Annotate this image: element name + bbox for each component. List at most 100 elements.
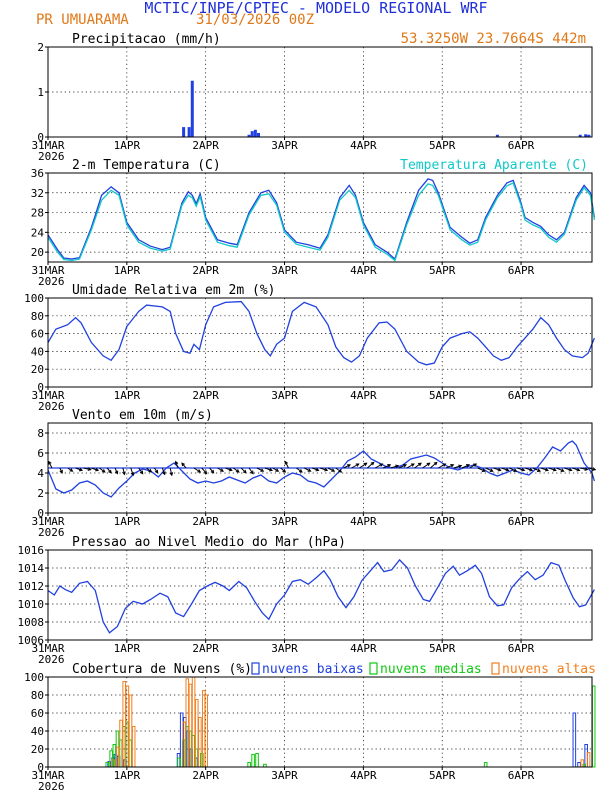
cloud-bar-nuvens-baixas bbox=[572, 712, 577, 768]
ytick-label: 8 bbox=[37, 427, 44, 440]
xtick-sublabel: 2026 bbox=[38, 400, 65, 413]
cloud-bar-nuvens-baixas bbox=[577, 762, 581, 768]
wind-arrow-head bbox=[162, 471, 166, 476]
ytick-label: 28 bbox=[31, 207, 44, 220]
precip-bar bbox=[257, 132, 261, 137]
wind-arrow-head bbox=[108, 469, 112, 474]
wind-arrow bbox=[225, 467, 232, 471]
wind-arrow bbox=[548, 467, 556, 471]
ytick-label: 1016 bbox=[18, 544, 45, 557]
wind-arrow-head bbox=[568, 467, 573, 472]
wind-arrow-head bbox=[521, 467, 526, 472]
legend-swatch-nuvens-medias bbox=[369, 662, 378, 675]
ytick-label: 1010 bbox=[18, 598, 45, 611]
wind-arrow bbox=[430, 462, 438, 469]
wind-arrow bbox=[406, 463, 415, 469]
wind-arrow-head bbox=[78, 467, 83, 472]
wind-arrow-head bbox=[592, 467, 597, 471]
panel-frame bbox=[47, 422, 593, 514]
wind-arrow bbox=[284, 461, 289, 469]
wind-arrow-head bbox=[450, 464, 455, 468]
xtick-label: 3APR bbox=[271, 769, 298, 782]
wind-arrow bbox=[319, 467, 328, 471]
wind-arrow bbox=[193, 467, 201, 473]
wind-arrow bbox=[509, 467, 517, 472]
xtick-label: 1APR bbox=[114, 769, 141, 782]
xtick-label: 3APR bbox=[271, 389, 298, 402]
ytick-label: 0 bbox=[37, 507, 44, 520]
wind-arrow-head bbox=[584, 467, 589, 471]
cloud-bar-nuvens-medias bbox=[255, 753, 259, 768]
xtick-sublabel: 2026 bbox=[38, 653, 65, 666]
wind-arrow-head bbox=[338, 469, 343, 473]
legend-nuvens-altas: nuvens altas bbox=[502, 662, 596, 677]
ytick-label: 80 bbox=[31, 310, 44, 323]
cloud-bar-nuvens-altas bbox=[128, 694, 133, 768]
ytick-label: 2 bbox=[37, 41, 44, 54]
precip-bar bbox=[250, 131, 254, 137]
wind-arrow bbox=[469, 463, 477, 469]
wind-arrow-head bbox=[410, 463, 415, 467]
wind-arrow-head bbox=[489, 468, 494, 472]
wind-arrow bbox=[572, 467, 580, 471]
cloud-bar-nuvens-altas bbox=[204, 694, 209, 768]
wind-arrow-head bbox=[181, 462, 185, 467]
wind-arrow-head bbox=[197, 469, 202, 473]
xtick-label: 31MAR bbox=[31, 769, 64, 782]
cloud-bar-nuvens-medias bbox=[247, 762, 251, 768]
ytick-label: 6 bbox=[37, 447, 44, 460]
wind-arrow bbox=[311, 467, 319, 471]
ytick-label: 1008 bbox=[18, 616, 45, 629]
xtick-sublabel: 2026 bbox=[38, 780, 65, 792]
series-line-1 bbox=[47, 178, 596, 261]
series-line-1 bbox=[47, 558, 595, 634]
wind-arrow-head bbox=[442, 463, 447, 467]
wind-arrow bbox=[175, 461, 179, 469]
panel-frame bbox=[47, 297, 593, 388]
ytick-label: 100 bbox=[24, 671, 44, 684]
wind-arrow bbox=[501, 467, 509, 471]
ytick-label: 24 bbox=[31, 226, 45, 239]
xtick-label: 5APR bbox=[429, 139, 456, 152]
series-line-2 bbox=[47, 182, 596, 262]
wind-arrow-head bbox=[347, 464, 351, 468]
cloud-bar-nuvens-altas bbox=[122, 681, 127, 768]
ytick-label: 40 bbox=[31, 725, 44, 738]
xtick-label: 5APR bbox=[429, 642, 456, 655]
xtick-label: 4APR bbox=[350, 139, 377, 152]
legend-nuvens-medias: nuvens medias bbox=[380, 662, 482, 677]
wind-arrow-head bbox=[307, 468, 312, 472]
wind-arrow-head bbox=[242, 469, 247, 474]
cloud-bar-nuvens-altas bbox=[580, 759, 585, 768]
wind-arrow bbox=[564, 467, 572, 471]
wind-arrow-head bbox=[426, 462, 431, 467]
panel-title: 2-m Temperatura (C) bbox=[72, 158, 221, 173]
wind-arrow bbox=[445, 464, 454, 469]
wind-arrow-head bbox=[395, 464, 400, 469]
wind-arrow-head bbox=[505, 467, 510, 472]
wind-arrow-head bbox=[458, 464, 463, 469]
xtick-label: 5APR bbox=[429, 769, 456, 782]
wind-arrow bbox=[138, 467, 144, 474]
cloud-bar-nuvens-altas bbox=[185, 678, 190, 768]
ytick-label: 60 bbox=[31, 707, 44, 720]
wind-arrow bbox=[201, 467, 207, 474]
xtick-label: 2APR bbox=[192, 389, 219, 402]
ytick-label: 60 bbox=[31, 328, 44, 341]
wind-arrow-head bbox=[433, 461, 438, 466]
wind-arrow bbox=[304, 467, 311, 472]
xtick-label: 5APR bbox=[429, 389, 456, 402]
xtick-label: 6APR bbox=[508, 389, 535, 402]
wind-arrow-head bbox=[275, 468, 280, 472]
wind-arrow bbox=[359, 462, 367, 469]
ytick-label: 4 bbox=[37, 467, 44, 480]
wind-arrow-head bbox=[387, 464, 392, 468]
wind-arrow bbox=[327, 467, 335, 472]
cloud-bar-nuvens-altas bbox=[119, 719, 123, 768]
